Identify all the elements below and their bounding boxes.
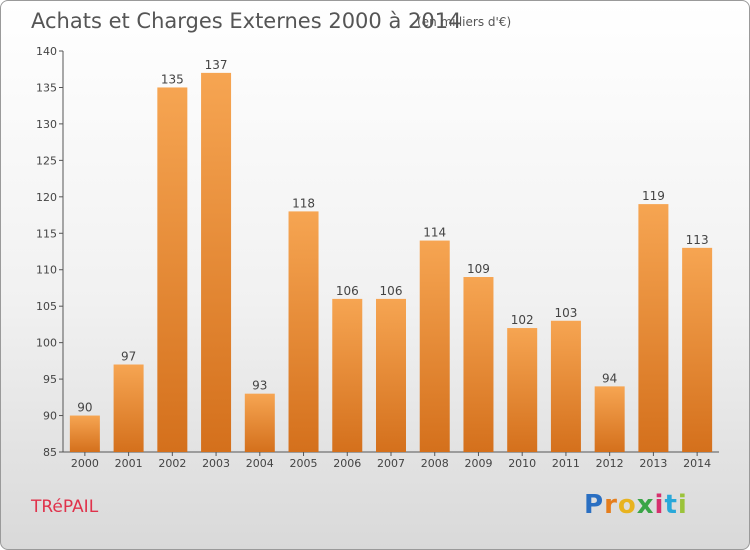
bar-2008 (419, 240, 450, 452)
bar-value-label: 90 (77, 401, 92, 415)
y-tick-label: 125 (36, 154, 57, 167)
y-axis: 85 90 95 100 105 110 115 120 125 130 135 140 (36, 45, 64, 459)
y-tick-label: 100 (36, 337, 57, 350)
y-tick-label: 120 (36, 191, 57, 204)
y-tick-label: 115 (36, 227, 57, 240)
proxiti-logo[interactable]: Proxiti (584, 490, 688, 520)
bar-value-label: 118 (292, 196, 315, 210)
bar-value-label: 93 (252, 379, 267, 393)
chart-unit-label: (en milliers d'€) (417, 15, 512, 29)
bar-2003 (201, 72, 232, 452)
y-tick-label: 110 (36, 264, 57, 277)
bar-value-label: 137 (205, 58, 228, 72)
x-tick-label: 2012 (596, 457, 624, 470)
bar-2004 (244, 393, 275, 452)
bar-value-label: 119 (642, 189, 665, 203)
bar-value-label: 106 (380, 284, 403, 298)
bar-2005 (288, 211, 319, 452)
y-tick-label: 140 (36, 45, 57, 58)
x-tick-label: 2002 (158, 457, 186, 470)
x-tick-label: 2011 (552, 457, 580, 470)
x-tick-label: 2000 (71, 457, 99, 470)
logo-letter: t (664, 490, 678, 520)
bars-group (69, 72, 713, 453)
logo-letter: i (654, 490, 665, 520)
bar-value-label: 114 (423, 226, 446, 240)
bar-value-label: 103 (554, 306, 577, 320)
logo-letter: i (677, 490, 688, 520)
y-tick-label: 85 (43, 446, 57, 459)
logo-letter: r (604, 490, 618, 520)
bar-2014 (682, 247, 713, 452)
bar-2002 (157, 87, 188, 453)
y-tick-label: 90 (43, 410, 57, 423)
bar-value-label: 94 (602, 371, 617, 385)
bar-value-label: 113 (686, 233, 709, 247)
x-tick-label: 2003 (202, 457, 230, 470)
logo-letter: o (617, 490, 637, 520)
bar-value-label: 97 (121, 350, 136, 364)
y-tick-label: 135 (36, 81, 57, 94)
chart-title: Achats et Charges Externes 2000 à 2014 (31, 9, 462, 33)
bar-2000 (69, 415, 100, 452)
bar-2012 (594, 386, 625, 452)
bar-value-label: 109 (467, 262, 490, 276)
x-tick-label: 2001 (115, 457, 143, 470)
y-tick-label: 95 (43, 373, 57, 386)
logo-letter: x (636, 490, 655, 520)
x-tick-label: 2008 (421, 457, 449, 470)
bar-2013 (638, 204, 669, 452)
bar-value-label: 135 (161, 72, 184, 86)
x-tick-label: 2006 (333, 457, 361, 470)
bar-value-label: 106 (336, 284, 359, 298)
bar-2010 (507, 328, 538, 452)
bar-value-label: 102 (511, 313, 534, 327)
x-tick-label: 2014 (683, 457, 711, 470)
x-tick-label: 2013 (639, 457, 667, 470)
bar-2006 (332, 298, 363, 452)
bar-2011 (550, 320, 581, 452)
y-tick-label: 130 (36, 118, 57, 131)
bar-labels-group: 90 97 135 137 93 118 106 106 114 109 102 103 94 119 11… (77, 58, 708, 415)
x-tick-label: 2010 (508, 457, 536, 470)
logo-letter: P (584, 490, 605, 520)
x-tick-label: 2005 (290, 457, 318, 470)
x-axis: 2000 2001 2002 2003 2004 2005 2006 2007 2008 2009… (63, 451, 719, 470)
bar-2007 (376, 298, 406, 452)
bar-2001 (113, 364, 144, 452)
x-tick-label: 2007 (377, 457, 405, 470)
y-tick-label: 105 (36, 300, 57, 313)
bar-2009 (463, 277, 494, 452)
x-tick-label: 2009 (464, 457, 492, 470)
town-name: TRéPAIL (31, 497, 99, 517)
x-tick-label: 2004 (246, 457, 274, 470)
